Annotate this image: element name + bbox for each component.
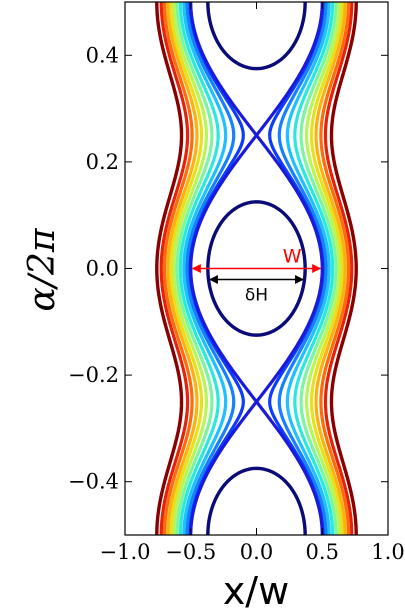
- open-contour-right-4: [299, 2, 338, 535]
- open-contour-left-1: [185, 2, 236, 535]
- open-contour-left-2: [182, 2, 228, 535]
- x-tick-label: 0.5: [306, 540, 339, 564]
- x-tick-label: 0.0: [240, 540, 273, 564]
- open-contour-right-5: [304, 2, 341, 535]
- axis-ticks: −1.0 −0.5 0.0 0.5 1.0 −0.4 −0.2 0.0 0.2 0.4: [68, 2, 405, 564]
- open-contour-left-7: [166, 2, 199, 535]
- open-contour-left-5: [172, 2, 209, 535]
- x-tick-label: −0.5: [165, 540, 216, 564]
- dh-label: δH: [245, 286, 268, 306]
- open-contour-left-9: [159, 2, 190, 535]
- y-tick-label: 0.2: [86, 150, 119, 174]
- plot-area: [155, 2, 358, 535]
- open-contour-left-6: [169, 2, 204, 535]
- open-contour-right-7: [314, 2, 347, 535]
- open-contour-left-8: [162, 2, 194, 535]
- x-tick-label: 1.0: [371, 540, 404, 564]
- open-contour-right-9: [323, 2, 354, 535]
- open-contour-right-2: [285, 2, 331, 535]
- y-tick-label: −0.4: [68, 470, 119, 494]
- x-axis-title: x/w: [223, 569, 289, 613]
- open-contour-right-6: [309, 2, 344, 535]
- island-contour-2: [206, 466, 307, 535]
- separatrix-a: [189, 2, 324, 535]
- separatrix-b: [189, 2, 324, 535]
- y-tick-label: 0.0: [86, 257, 119, 281]
- island-contour-1: [206, 2, 307, 71]
- open-contour-right-3: [293, 2, 335, 535]
- x-tick-label: −1.0: [100, 540, 151, 564]
- open-contour-right-8: [319, 2, 351, 535]
- y-tick-label: 0.4: [86, 43, 119, 67]
- w-label: W: [283, 246, 302, 268]
- annotations: WδH: [191, 246, 322, 306]
- edge-contour-left: [155, 2, 184, 535]
- open-contour-left-4: [175, 2, 214, 535]
- edge-contour-right: [329, 2, 358, 535]
- open-contour-right-1: [277, 2, 328, 535]
- open-contour-left-3: [178, 2, 220, 535]
- y-axis-title: α/2π: [22, 227, 63, 311]
- y-tick-label: −0.2: [68, 363, 119, 387]
